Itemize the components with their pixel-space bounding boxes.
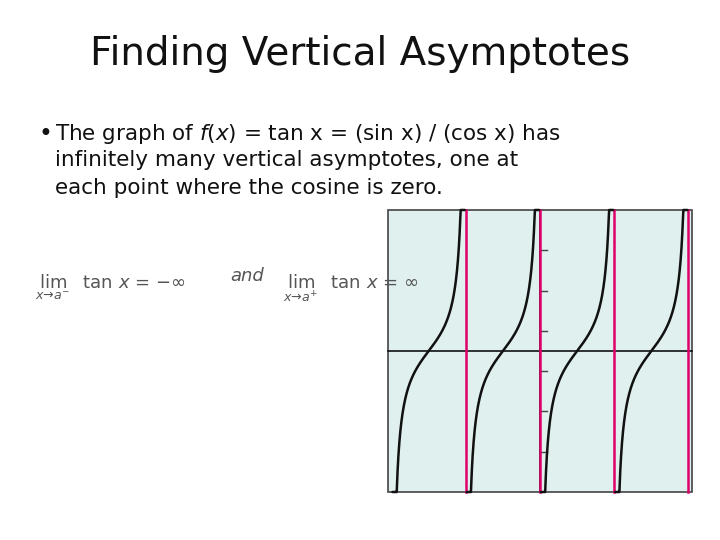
Text: $\lim_{\substack{x \to a^-}}$  tan $x$ = $-\infty$: $\lim_{\substack{x \to a^-}}$ tan $x$ = … [35, 272, 186, 302]
Bar [388, 210, 692, 492]
Text: infinitely many vertical asymptotes, one at: infinitely many vertical asymptotes, one… [55, 150, 518, 170]
Text: and: and [230, 267, 264, 285]
Text: The graph of $\mathit{f}$($\mathit{x}$) = tan x = (sin x) / (cos x) has: The graph of $\mathit{f}$($\mathit{x}$) … [55, 122, 561, 146]
Text: •: • [38, 122, 52, 146]
Text: $\lim_{\substack{x \to a^+}}$  tan $x$ = $\infty$: $\lim_{\substack{x \to a^+}}$ tan $x$ = … [283, 272, 418, 303]
Text: Finding Vertical Asymptotes: Finding Vertical Asymptotes [90, 35, 630, 73]
Text: each point where the cosine is zero.: each point where the cosine is zero. [55, 178, 443, 198]
